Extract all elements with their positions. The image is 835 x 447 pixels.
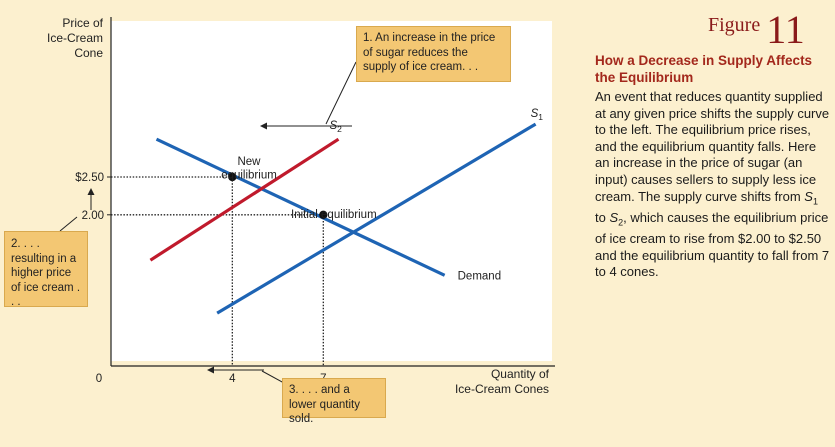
y-tick-label-2: $2.50 (75, 172, 104, 184)
sidebar-body: An event that reduces quantity supplied … (595, 89, 831, 281)
sidebar-body-symbol-2: S (804, 188, 813, 204)
arrows (59, 61, 357, 384)
quantity-fall-callout: 3. . . . and a lower quantity sold. (282, 378, 386, 425)
series-lines (149, 122, 537, 315)
equilibrium-point-2 (319, 210, 328, 219)
callout-2-leader (59, 216, 78, 232)
sidebar-body-text-3: to (595, 209, 610, 225)
supply-label-s1: S1 (531, 108, 544, 122)
figure-number: 11 (766, 7, 805, 52)
sidebar-body-symbol-4: S (609, 209, 619, 225)
y-axis-title-line-3: Cone (74, 46, 103, 60)
series-line-s2 (149, 137, 340, 262)
callout-1-leader (325, 61, 357, 125)
series-line-demand (155, 137, 446, 277)
figure-label: Figure 11 (708, 6, 805, 53)
callout-3-leader (261, 370, 285, 384)
new-equilibrium-label-line-2: equilibrium (221, 170, 277, 182)
new-equilibrium-label-line-1: New (237, 156, 261, 168)
x-axis-title-line-2: Ice-Cream Cones (455, 382, 549, 396)
axes (107, 17, 555, 367)
sidebar-body-subscript-4: 2 (618, 217, 624, 228)
quantity-fall-arrow-head (207, 366, 214, 374)
series-line-s1 (216, 122, 537, 315)
sidebar-body-text-5: , which causes the equilibrium price of … (595, 209, 830, 280)
demand-label: Demand (458, 270, 501, 282)
supply-label-main-s2: S (329, 120, 337, 132)
sidebar-body-subscript-2: 1 (812, 196, 818, 207)
initial-equilibrium-label-line-1: Initial equilibrium (291, 209, 377, 221)
supply-shift-callout: 1. An increase in the price of sugar red… (356, 26, 511, 82)
sidebar-body-text-1: An event that reduces quantity supplied … (595, 89, 830, 204)
sidebar-title: How a Decrease in Supply Affects the Equ… (595, 53, 813, 85)
supply-label-sub-s2: 2 (337, 124, 342, 134)
price-rise-arrow-head (87, 188, 95, 195)
supply-label-main-s1: S (531, 108, 539, 120)
supply-shift-arrow-head (260, 122, 267, 130)
y-tick-label-1: 2.00 (82, 210, 104, 222)
y-axis-title-line-1: Price of (62, 16, 103, 30)
supply-label-sub-s1: 1 (538, 112, 543, 122)
x-tick-label-1: 4 (229, 373, 236, 385)
y-axis-title-line-2: Ice-Cream (47, 31, 103, 45)
origin-label: 0 (96, 373, 102, 385)
figure-word: Figure (708, 14, 761, 36)
price-rise-callout: 2. . . . resulting in a higher price of … (4, 231, 88, 308)
equilibrium-point-1 (228, 172, 237, 182)
supply-label-s2: S2 (329, 120, 342, 134)
x-axis-title-line-1: Quantity of (491, 367, 550, 381)
